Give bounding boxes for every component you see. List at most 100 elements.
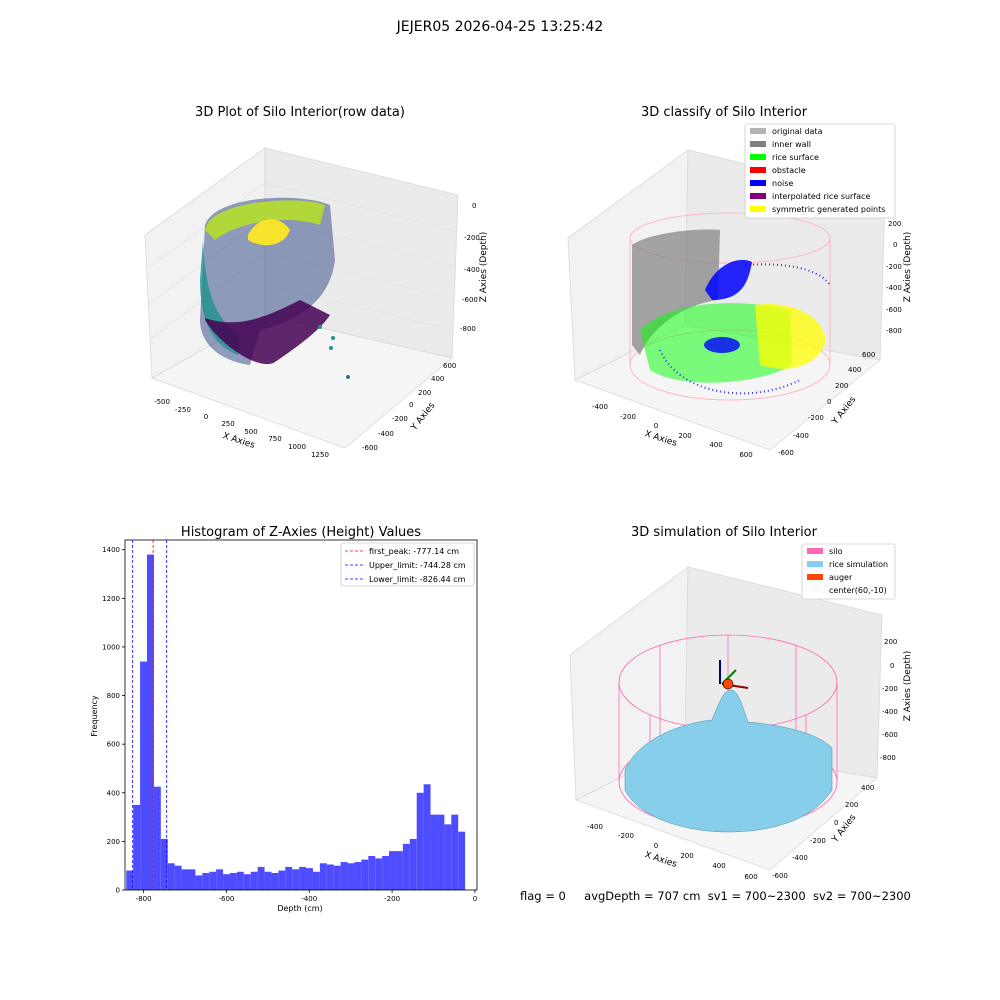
hist-bar xyxy=(423,784,431,890)
sim-x-tick: -400 xyxy=(587,823,603,831)
hist-bar xyxy=(174,865,182,890)
hist-bar xyxy=(188,869,196,890)
raw-peak-cluster xyxy=(248,219,290,246)
hist-legend-frame xyxy=(340,542,475,587)
hist-bar xyxy=(306,868,313,890)
classify-x-tick: 200 xyxy=(678,432,691,440)
classify-x-tick: -200 xyxy=(620,413,636,421)
sim-xlabel: X Axies xyxy=(643,850,678,870)
hist-y-tick-label: 600 xyxy=(107,741,120,749)
hist-bar xyxy=(389,851,396,890)
classify-y-tick: 400 xyxy=(848,366,861,374)
hist-bar xyxy=(223,874,230,890)
hist-bar xyxy=(133,804,141,890)
sim-x-tick: 200 xyxy=(680,852,693,860)
legend-swatch-inner-wall xyxy=(750,141,766,147)
sim-y-ticks: -600 -400 -200 0 200 400 xyxy=(772,784,874,880)
legend-swatch-rice-surface xyxy=(750,154,766,160)
classify-zlabel: Z Axies (Depth) xyxy=(903,232,913,303)
hist-x-tick-label: 0 xyxy=(473,895,477,903)
hist-bar xyxy=(458,831,466,890)
raw-y-tick: -400 xyxy=(378,430,394,438)
raw-x-ticks: -500 -250 0 250 500 750 1000 1250 xyxy=(154,398,329,459)
hist-bar xyxy=(402,843,410,890)
sim-y-tick: 200 xyxy=(845,801,858,809)
raw-x-tick: 1000 xyxy=(288,443,306,451)
sim-legend-label: auger xyxy=(829,573,853,582)
hist-x-tick-label: -600 xyxy=(219,895,235,903)
raw-outlier-point xyxy=(346,375,350,379)
legend-swatch-original-data xyxy=(750,128,766,134)
hist-y-tick-label: 0 xyxy=(116,887,120,895)
classify-y-ticks: -600 -400 -200 0 200 400 600 xyxy=(778,351,875,457)
panel-raw-data: 3D Plot of Silo Interior(row data) xyxy=(144,105,489,459)
hist-bar xyxy=(160,838,168,890)
sim-y-tick: 400 xyxy=(861,784,874,792)
sim-y-tick: 0 xyxy=(834,819,838,827)
sim-title: 3D simulation of Silo Interior xyxy=(631,525,818,540)
classify-x-ticks: -400 -200 0 200 400 600 xyxy=(592,403,753,459)
sim-auger xyxy=(719,660,749,690)
classify-x-tick: -400 xyxy=(592,403,608,411)
hist-bar xyxy=(312,871,320,890)
classify-x-tick: 400 xyxy=(709,441,722,449)
legend-swatch-noise xyxy=(750,180,766,186)
sim-legend-label: rice simulation xyxy=(829,560,888,569)
figure-suptitle: JEJER05 2026-04-25 13:25:42 xyxy=(396,19,604,35)
sim-legend-label: silo xyxy=(829,547,843,556)
hist-bar xyxy=(409,838,417,890)
raw-z-tick: -400 xyxy=(464,266,480,274)
hist-axes-frame xyxy=(124,539,478,891)
hist-x-tick-label: -800 xyxy=(136,895,152,903)
footer-flag: flag = 0 xyxy=(520,889,566,903)
hist-bar xyxy=(202,872,210,890)
hist-ylabel: Frequency xyxy=(90,695,99,737)
hist-bar xyxy=(354,862,362,890)
legend-label: symmetric generated points xyxy=(772,205,885,214)
legend-swatch-rice-simulation xyxy=(807,561,823,567)
classify-y-tick: 600 xyxy=(862,351,875,359)
classify-z-tick: -400 xyxy=(886,284,902,292)
hist-bar xyxy=(243,874,251,890)
sim-z-tick: -200 xyxy=(882,685,898,693)
classify-legend-frame xyxy=(744,123,896,219)
footer-sv1: sv1 = 700~2300 xyxy=(707,889,806,903)
classify-symmetric-points xyxy=(755,304,826,369)
classify-z-tick: -600 xyxy=(886,306,902,314)
raw-y-tick: 400 xyxy=(431,375,444,383)
panel-histogram: Histogram of Z-Axies (Height) Values Fre… xyxy=(90,525,478,913)
classify-z-ticks: 200 0 -200 -400 -600 -800 xyxy=(886,220,902,335)
sim-z-tick: -600 xyxy=(882,731,898,739)
classify-z-tick: 0 xyxy=(893,241,897,249)
sim-y-tick: -600 xyxy=(772,872,788,880)
hist-legend-label: Lower_limit: -826.44 cm xyxy=(369,575,466,584)
hist-bar xyxy=(146,554,154,890)
hist-xlabel: Depth (cm) xyxy=(277,904,322,913)
hist-bar xyxy=(181,869,189,890)
hist-x-tick-label: -400 xyxy=(301,895,317,903)
classify-legend: original data inner wall rice surface ob… xyxy=(744,123,896,219)
hist-bar xyxy=(361,859,369,890)
raw-outlier-point xyxy=(318,325,322,329)
legend-swatch-silo xyxy=(807,548,823,554)
status-footer: flag = 0 avgDepth = 707 cm sv1 = 700~230… xyxy=(520,889,911,903)
sim-z-ticks: 200 0 -200 -400 -600 -800 xyxy=(880,638,898,762)
hist-bar xyxy=(153,786,161,890)
raw-y-tick: -200 xyxy=(392,415,408,423)
hist-y-tick-label: 1400 xyxy=(102,546,120,554)
classify-y-tick: 200 xyxy=(835,382,848,390)
classify-noise-scatter xyxy=(744,263,831,286)
hist-bar xyxy=(126,870,134,890)
hist-bar xyxy=(250,871,258,890)
footer-avg-depth: avgDepth = 707 cm xyxy=(584,889,701,903)
classify-title: 3D classify of Silo Interior xyxy=(641,105,808,120)
hist-bar xyxy=(257,866,265,890)
hist-bar xyxy=(285,866,293,890)
raw-scatter-cloud xyxy=(200,197,350,379)
classify-noise-points xyxy=(705,259,752,300)
raw-z-tick: -600 xyxy=(462,296,478,304)
hist-bar xyxy=(236,871,244,890)
sim-z-tick: 0 xyxy=(890,662,894,670)
hist-bar xyxy=(229,872,237,890)
hist-bar xyxy=(140,661,147,890)
